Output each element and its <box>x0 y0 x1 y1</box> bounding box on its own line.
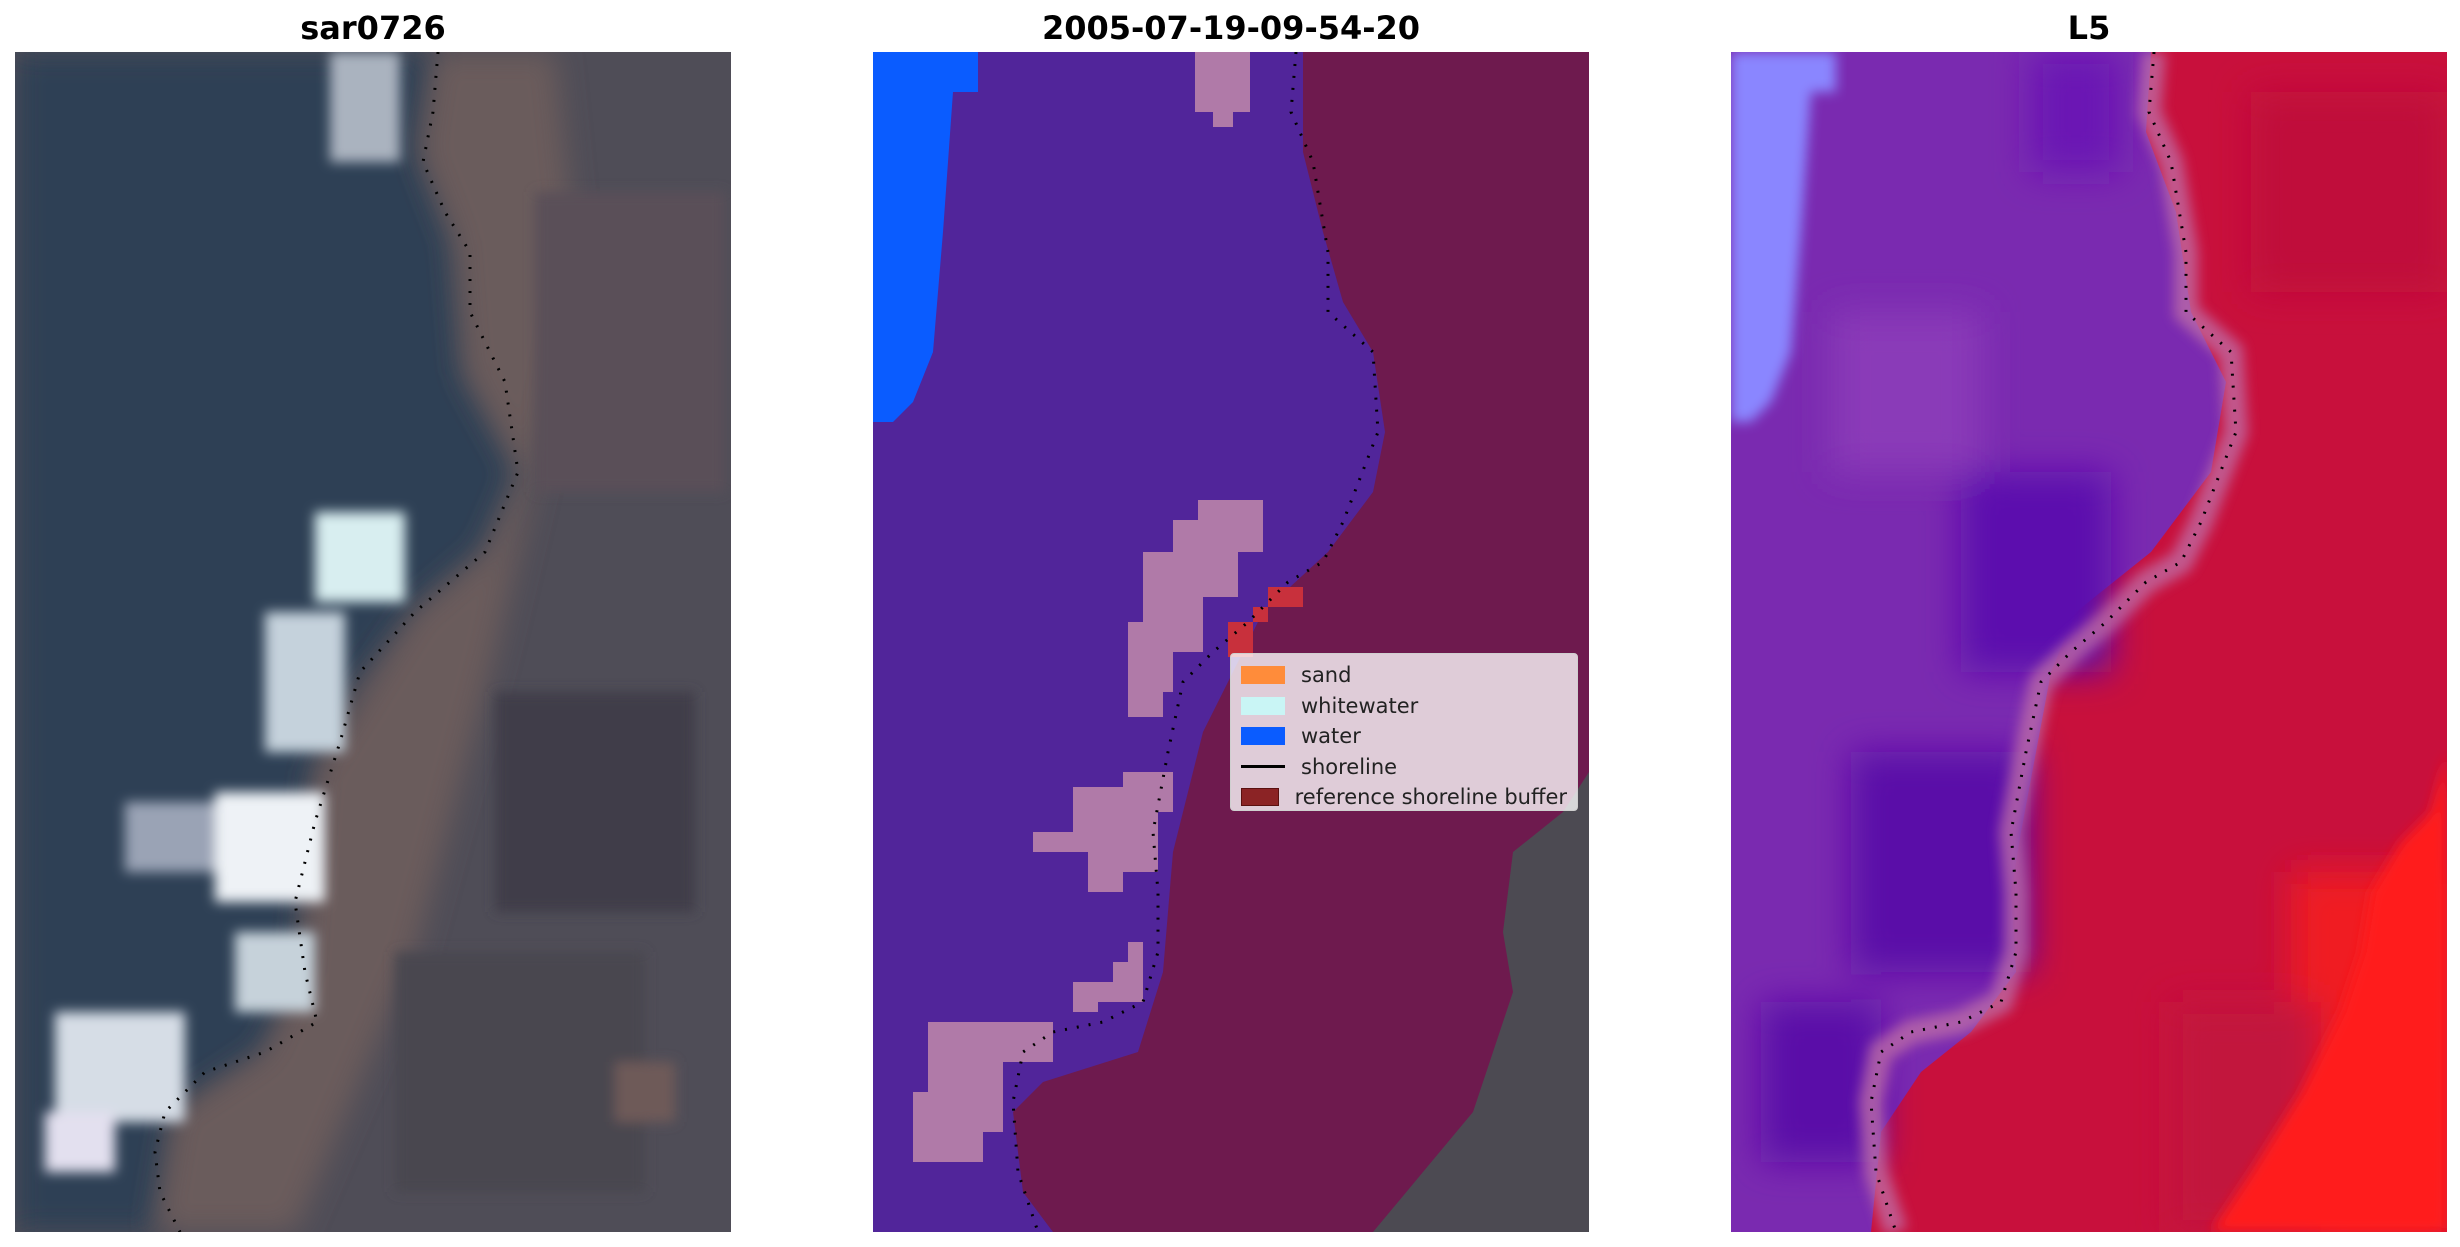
legend-swatch-water <box>1241 727 1285 746</box>
legend-item-whitewater: whitewater <box>1241 691 1567 722</box>
index-panel <box>1731 52 2447 1232</box>
legend-swatch-sand <box>1241 666 1285 685</box>
legend-item-water: water <box>1241 721 1567 752</box>
panel-title-index: L5 <box>2067 9 2111 47</box>
legend-item-sand: sand <box>1241 660 1567 691</box>
legend-swatch-reference-buffer <box>1241 788 1279 807</box>
legend-swatch-whitewater <box>1241 696 1285 715</box>
legend-label: water <box>1301 724 1361 749</box>
legend-label: reference shoreline buffer <box>1294 785 1567 810</box>
rgb-image-panel <box>15 52 731 1232</box>
legend-label: shoreline <box>1301 754 1398 779</box>
panel-title-rgb: sar0726 <box>300 9 446 47</box>
legend-label: sand <box>1301 663 1352 688</box>
legend-label: whitewater <box>1301 693 1419 718</box>
legend-item-shoreline: shoreline <box>1241 752 1567 783</box>
index-image <box>1731 52 2447 1232</box>
legend: sand whitewater water shoreline referenc… <box>1230 653 1578 811</box>
panel-title-classification: 2005-07-19-09-54-20 <box>1041 9 1421 47</box>
classification-panel <box>873 52 1589 1232</box>
classification-image <box>873 52 1589 1232</box>
legend-swatch-shoreline <box>1241 765 1285 769</box>
legend-item-reference-buffer: reference shoreline buffer <box>1241 782 1567 813</box>
rgb-image <box>15 52 731 1232</box>
